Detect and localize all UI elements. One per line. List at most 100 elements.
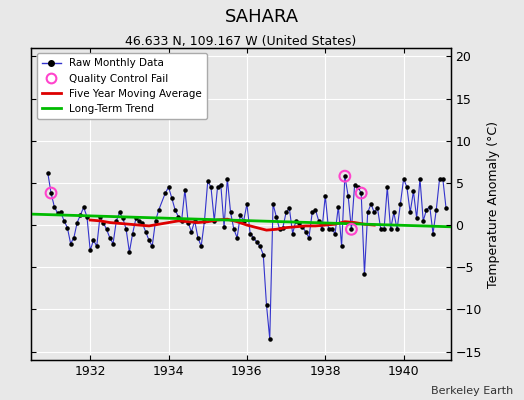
Point [148, 243, 157, 249]
Point [406, 209, 414, 216]
Point [412, 215, 421, 222]
Point [298, 224, 307, 230]
Point [422, 207, 431, 213]
Point [416, 176, 424, 182]
Point [396, 201, 405, 207]
Point [132, 215, 140, 222]
Point [337, 243, 346, 249]
Point [118, 215, 127, 222]
Point [165, 184, 173, 190]
Point [409, 188, 418, 194]
Point [253, 239, 261, 245]
Legend: Raw Monthly Data, Quality Control Fail, Five Year Moving Average, Long-Term Tren: Raw Monthly Data, Quality Control Fail, … [37, 53, 207, 119]
Point [80, 204, 88, 210]
Point [288, 230, 297, 237]
Point [230, 226, 238, 232]
Point [115, 209, 124, 216]
Point [393, 226, 401, 232]
Point [429, 230, 437, 237]
Point [178, 218, 186, 224]
Point [402, 184, 411, 190]
Point [328, 226, 336, 232]
Point [311, 207, 320, 213]
Point [249, 234, 258, 241]
Point [122, 226, 130, 232]
Text: Berkeley Earth: Berkeley Earth [431, 386, 514, 396]
Point [341, 173, 349, 179]
Point [197, 243, 205, 249]
Point [89, 237, 97, 244]
Point [442, 205, 450, 212]
Point [57, 209, 65, 216]
Point [256, 243, 264, 249]
Point [275, 226, 283, 232]
Point [292, 218, 300, 224]
Point [377, 226, 385, 232]
Point [364, 209, 372, 216]
Point [344, 192, 352, 199]
Point [347, 226, 356, 232]
Point [96, 214, 104, 220]
Point [295, 219, 303, 226]
Point [226, 209, 235, 216]
Point [220, 224, 228, 230]
Point [63, 224, 72, 231]
Point [263, 302, 271, 308]
Point [269, 201, 277, 207]
Point [151, 218, 160, 224]
Point [321, 192, 330, 199]
Point [243, 201, 251, 207]
Point [145, 237, 153, 244]
Point [138, 220, 147, 226]
Point [367, 201, 375, 207]
Point [73, 219, 81, 226]
Point [439, 176, 447, 182]
Point [53, 210, 62, 216]
Point [184, 219, 192, 226]
Point [318, 226, 326, 232]
Point [50, 203, 59, 210]
Point [70, 234, 78, 241]
Point [171, 207, 179, 213]
Point [347, 226, 356, 232]
Point [380, 226, 388, 232]
Point [314, 218, 323, 224]
Point [135, 218, 144, 224]
Text: SAHARA: SAHARA [225, 8, 299, 26]
Point [282, 209, 290, 216]
Point [419, 218, 428, 224]
Point [125, 249, 134, 255]
Point [373, 205, 381, 212]
Point [324, 226, 333, 232]
Point [187, 229, 195, 235]
Point [266, 336, 274, 342]
Point [106, 234, 114, 241]
Point [341, 173, 349, 179]
Point [285, 205, 293, 212]
Point [435, 176, 444, 182]
Point [370, 209, 378, 216]
Point [223, 176, 232, 182]
Point [357, 190, 365, 196]
Point [357, 190, 365, 196]
Point [203, 178, 212, 184]
Point [390, 209, 398, 216]
Point [308, 209, 316, 216]
Point [432, 207, 441, 213]
Point [67, 240, 75, 247]
Point [331, 230, 339, 237]
Title: 46.633 N, 109.167 W (United States): 46.633 N, 109.167 W (United States) [125, 35, 357, 48]
Point [210, 218, 219, 224]
Point [128, 230, 137, 237]
Point [216, 182, 225, 188]
Point [351, 182, 359, 188]
Point [141, 229, 150, 235]
Point [425, 203, 434, 210]
Point [200, 218, 209, 224]
Point [233, 234, 242, 241]
Point [93, 243, 101, 249]
Point [301, 229, 310, 235]
Point [168, 195, 176, 201]
Point [399, 176, 408, 182]
Point [109, 240, 117, 247]
